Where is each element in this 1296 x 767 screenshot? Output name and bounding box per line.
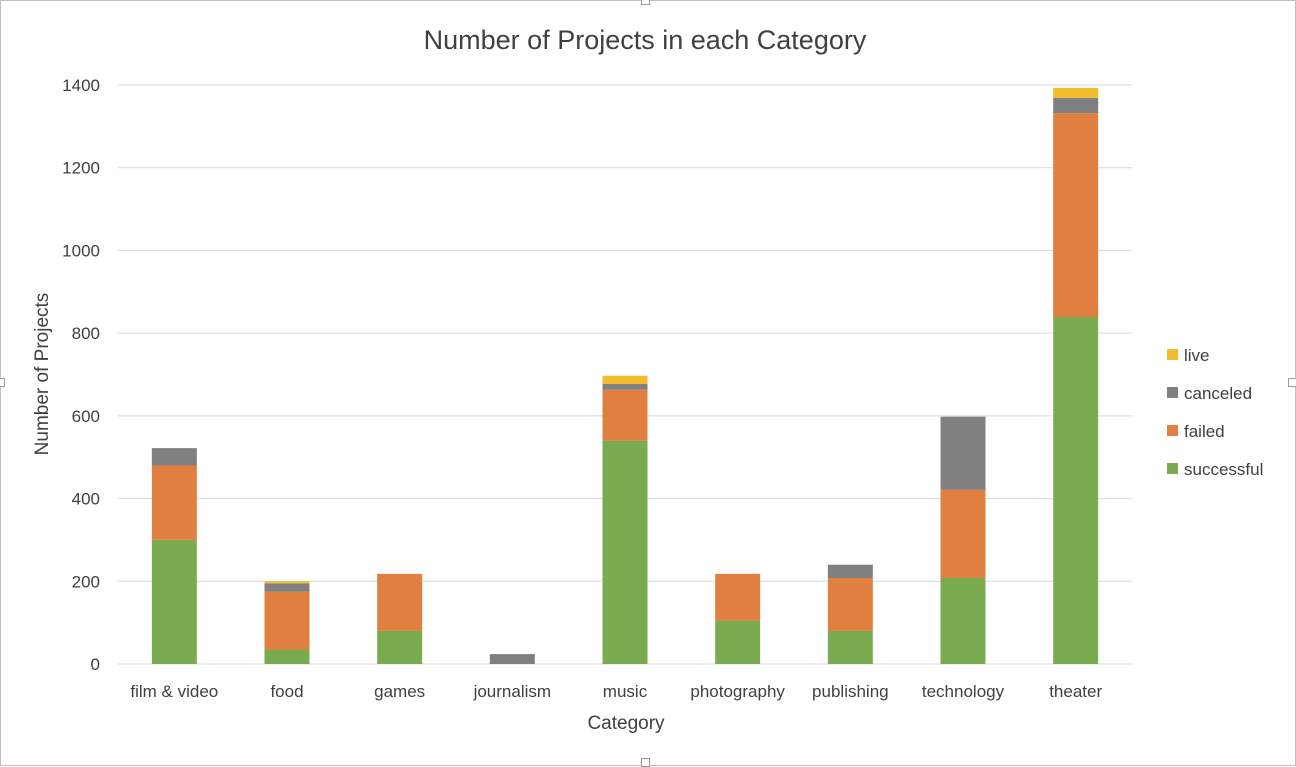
resize-handle-top[interactable] (641, 0, 650, 5)
x-tick-label: games (374, 682, 425, 701)
bar-failed (827, 577, 873, 631)
legend-swatch (1167, 387, 1178, 398)
bar-canceled (602, 384, 648, 390)
bar-successful (940, 577, 986, 664)
resize-handle-left[interactable] (0, 378, 5, 387)
y-tick-label: 1200 (62, 159, 100, 178)
x-tick-label: food (270, 682, 303, 701)
bar-failed (940, 489, 986, 578)
bar-canceled (151, 448, 197, 466)
bar-failed (377, 573, 423, 631)
legend-label: canceled (1184, 384, 1252, 403)
bar-live (264, 581, 310, 584)
bar-failed (264, 591, 310, 650)
y-tick-label: 800 (72, 324, 100, 343)
y-tick-label: 1400 (62, 76, 100, 95)
y-tick-label: 0 (91, 655, 100, 674)
y-tick-labels: 0 200 400 600 800 1000 1200 1400 (62, 76, 100, 674)
legend-swatch (1167, 349, 1178, 360)
bar-canceled (489, 654, 535, 664)
bar-failed (1053, 113, 1099, 318)
resize-handle-right[interactable] (1288, 378, 1296, 387)
bar-successful (264, 649, 310, 664)
bar-canceled (827, 564, 873, 578)
chart-title: Number of Projects in each Category (424, 25, 867, 55)
bar-failed (715, 573, 761, 621)
legend-swatch (1167, 425, 1178, 436)
bar-live (1053, 87, 1099, 98)
legend-label: failed (1184, 422, 1225, 441)
legend-swatch (1167, 463, 1178, 474)
bar-successful (715, 620, 761, 664)
x-tick-label: technology (922, 682, 1005, 701)
x-tick-label: journalism (473, 682, 551, 701)
bar-successful (827, 630, 873, 664)
bar-successful (377, 630, 423, 664)
y-tick-label: 600 (72, 407, 100, 426)
x-tick-label: publishing (812, 682, 889, 701)
y-tick-label: 400 (72, 490, 100, 509)
x-axis-title: Category (587, 713, 665, 734)
legend-label: live (1184, 346, 1210, 365)
x-tick-label: music (603, 682, 648, 701)
x-tick-label: photography (690, 682, 785, 701)
bar-successful (151, 539, 197, 664)
x-tick-label: film & video (130, 682, 218, 701)
bar-successful (1053, 317, 1099, 664)
bar-canceled (1053, 97, 1099, 114)
legend: live canceled failed successful (1167, 346, 1263, 479)
bar-failed (602, 389, 648, 441)
legend-label: successful (1184, 460, 1263, 479)
y-axis-title: Number of Projects (32, 293, 53, 456)
y-tick-label: 200 (72, 572, 100, 591)
bars (151, 87, 1099, 664)
bar-canceled (264, 583, 310, 592)
bar-canceled (940, 416, 986, 490)
bar-failed (151, 465, 197, 540)
x-tick-labels: film & video food games journalism music phot… (130, 682, 1102, 701)
x-tick-label: theater (1049, 682, 1102, 701)
bar-successful (602, 440, 648, 664)
y-tick-label: 1000 (62, 241, 100, 260)
bar-live (602, 375, 648, 385)
